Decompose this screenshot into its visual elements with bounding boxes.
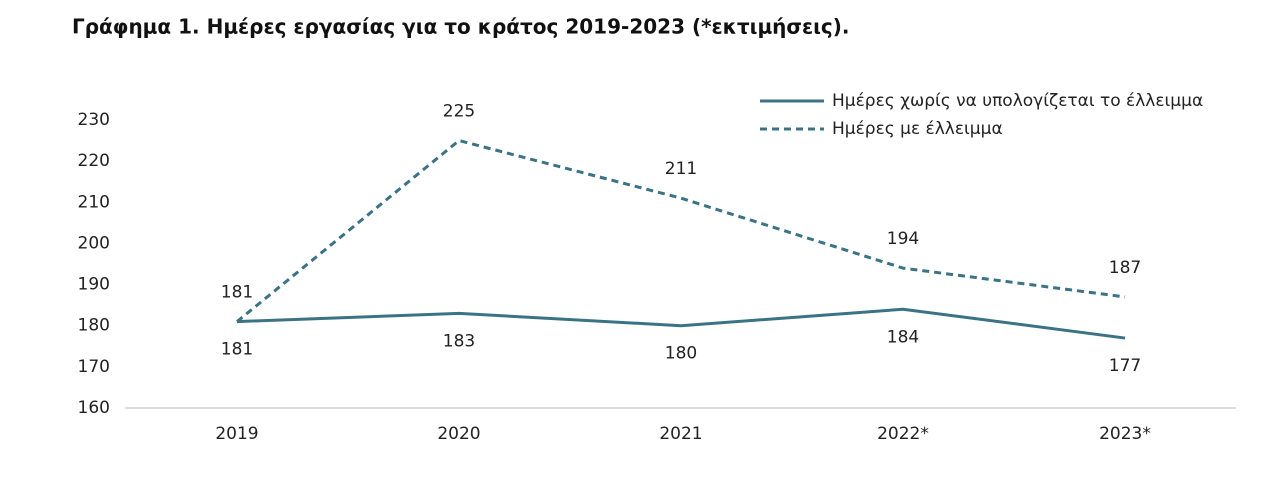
legend-label: Ημέρες χωρίς να υπολογίζεται το έλλειμμα	[832, 91, 1203, 111]
x-tick-label: 2019	[215, 424, 258, 444]
data-label: 181	[221, 340, 253, 360]
data-label: 187	[1109, 258, 1141, 278]
data-label: 180	[665, 344, 697, 364]
x-tick-label: 2022*	[877, 424, 929, 444]
y-tick-label: 180	[78, 316, 110, 336]
x-tick-label: 2021	[659, 424, 702, 444]
data-label: 183	[443, 331, 475, 351]
data-label: 194	[887, 229, 919, 249]
legend-label: Ημέρες με έλλειμμα	[832, 119, 1003, 139]
data-label: 181	[221, 283, 253, 303]
y-tick-label: 230	[78, 110, 110, 130]
x-tick-label: 2020	[437, 424, 480, 444]
x-tick-label: 2023*	[1099, 424, 1151, 444]
data-label: 184	[887, 327, 919, 347]
y-tick-label: 200	[78, 233, 110, 253]
y-tick-label: 160	[78, 398, 110, 418]
y-tick-label: 220	[78, 151, 110, 171]
y-tick-label: 210	[78, 192, 110, 212]
chart-title: Γράφημα 1. Ημέρες εργασίας για το κράτος…	[72, 15, 850, 39]
y-tick-label: 190	[78, 275, 110, 295]
data-label: 177	[1109, 356, 1141, 376]
data-label: 211	[665, 159, 697, 179]
series-line	[236, 307, 1126, 340]
data-label: 225	[443, 102, 475, 122]
y-tick-label: 170	[78, 357, 110, 377]
